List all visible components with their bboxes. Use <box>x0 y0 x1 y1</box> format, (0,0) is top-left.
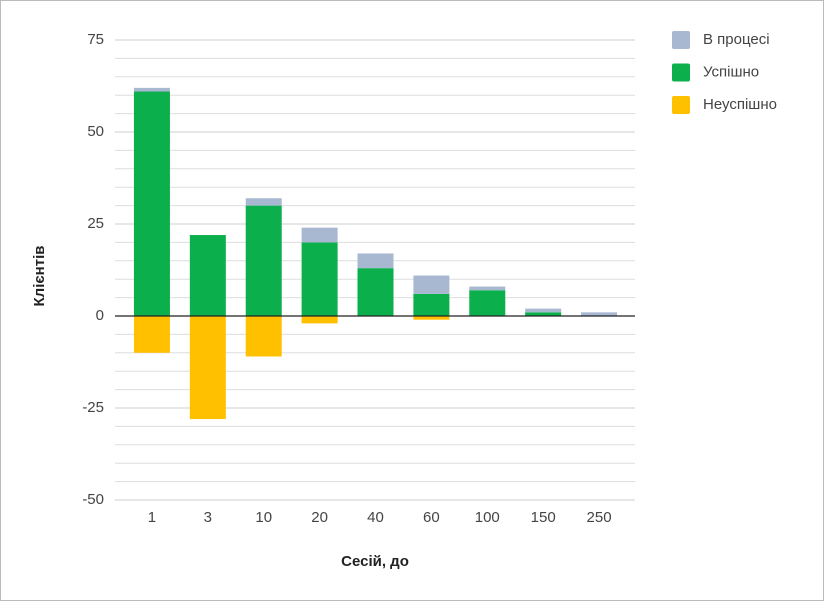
bar <box>133 316 170 353</box>
legend-label: В процесі <box>703 31 770 48</box>
y-tick-label: -25 <box>82 399 104 416</box>
x-tick-label: 10 <box>255 509 272 526</box>
x-tick-label: 3 <box>204 509 212 526</box>
bar <box>469 286 506 291</box>
bar <box>357 253 394 269</box>
y-axis-title: Клієнтів <box>31 246 48 307</box>
bar <box>133 87 170 92</box>
bar <box>357 268 394 316</box>
bar <box>525 312 562 316</box>
bar <box>245 198 282 206</box>
legend-label: Успішно <box>703 63 759 80</box>
y-tick-label: 75 <box>87 31 104 48</box>
bar <box>245 316 282 357</box>
bar <box>581 312 618 316</box>
legend-swatch <box>672 96 690 114</box>
legend-swatch <box>672 31 690 49</box>
x-tick-label: 60 <box>423 509 440 526</box>
x-tick-label: 150 <box>531 509 556 526</box>
bar <box>245 205 282 316</box>
bar <box>413 293 450 316</box>
x-tick-label: 1 <box>148 509 156 526</box>
bar <box>413 275 450 294</box>
legend-label: Неуспішно <box>703 96 777 113</box>
overlay: 1 3 10 20 40 60 100 150 250 В процесі Успішно Неусп… <box>115 31 777 526</box>
x-tick-label: 20 <box>311 509 328 526</box>
bar <box>189 316 226 420</box>
bar <box>301 316 338 324</box>
y-tick-label: 0 <box>96 307 104 324</box>
bar <box>469 290 506 316</box>
x-tick-label: 250 <box>587 509 612 526</box>
bar <box>301 242 338 316</box>
y-tick-label: 25 <box>87 215 104 232</box>
legend-swatch <box>672 63 690 82</box>
bar <box>413 316 450 320</box>
bar <box>525 308 562 313</box>
x-tick-label: 100 <box>475 509 500 526</box>
bars <box>133 87 618 420</box>
bar <box>133 91 170 317</box>
y-tick-label: -50 <box>82 491 104 508</box>
x-tick-label: 40 <box>367 509 384 526</box>
x-axis-title: Сесій, до <box>341 553 409 570</box>
y-tick-label: 50 <box>87 123 104 140</box>
bar <box>301 227 338 243</box>
bar <box>189 235 226 316</box>
